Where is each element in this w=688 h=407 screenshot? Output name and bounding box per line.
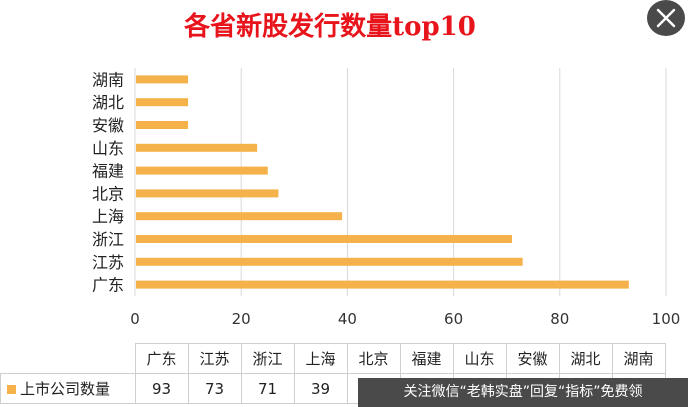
bar-上海 bbox=[136, 212, 343, 221]
bar-湖北 bbox=[136, 98, 189, 107]
x-tick-label: 80 bbox=[550, 310, 569, 328]
category-label: 湖南 bbox=[92, 70, 124, 89]
bar-湖南 bbox=[136, 75, 189, 84]
table-category-cell: 江苏 bbox=[187, 343, 242, 374]
table-header-row: 广东 江苏 浙江 上海 北京 福建 山东 安徽 湖北 湖南 bbox=[1, 343, 666, 374]
bar-广东 bbox=[136, 280, 629, 289]
bars bbox=[136, 75, 629, 289]
x-tick-label: 0 bbox=[130, 310, 140, 328]
series-name: 上市公司数量 bbox=[20, 380, 111, 398]
close-icon bbox=[656, 8, 676, 28]
table-category-cell: 广东 bbox=[134, 343, 189, 374]
table-category-cell: 湖南 bbox=[611, 343, 666, 374]
table-corner bbox=[1, 344, 136, 374]
table-category-cell: 福建 bbox=[399, 343, 454, 374]
watermark-banner: 关注微信“老韩实盘”回复“指标”免费领 bbox=[358, 378, 688, 407]
x-tick-label: 40 bbox=[338, 310, 357, 328]
table-category-cell: 浙江 bbox=[240, 343, 295, 374]
bar-山东 bbox=[136, 143, 258, 152]
x-tick-label: 20 bbox=[232, 310, 251, 328]
table-category-cell: 安徽 bbox=[505, 343, 560, 374]
category-label: 上海 bbox=[92, 207, 124, 226]
table-category-cell: 山东 bbox=[452, 343, 507, 374]
category-label: 北京 bbox=[92, 184, 124, 203]
x-tick-labels: 0 20 40 60 80 100 bbox=[130, 310, 680, 328]
table-value-cell: 73 bbox=[187, 373, 242, 404]
bar-浙江 bbox=[136, 235, 513, 243]
x-tick-label: 100 bbox=[652, 310, 681, 328]
category-label: 江苏 bbox=[92, 253, 124, 272]
series-legend-cell: 上市公司数量 bbox=[0, 373, 136, 404]
category-label: 安徽 bbox=[92, 116, 124, 135]
category-labels: 广东 江苏 浙江 上海 北京 福建 山东 安徽 湖北 湖南 bbox=[92, 70, 124, 294]
category-label: 湖北 bbox=[92, 93, 124, 112]
close-button[interactable] bbox=[647, 0, 685, 36]
table-category-cell: 湖北 bbox=[558, 343, 613, 374]
x-tick-label: 60 bbox=[444, 310, 463, 328]
chart-title: 各省新股发行数量top10 bbox=[184, 12, 476, 42]
category-label: 浙江 bbox=[92, 230, 124, 249]
table-value-cell: 71 bbox=[240, 373, 295, 404]
bar-安徽 bbox=[136, 121, 189, 129]
category-label: 广东 bbox=[92, 276, 124, 295]
bar-福建 bbox=[136, 166, 268, 175]
table-value-cell: 93 bbox=[134, 373, 189, 404]
table-value-cell: 39 bbox=[293, 373, 348, 404]
category-label: 山东 bbox=[92, 139, 124, 158]
bar-江苏 bbox=[136, 257, 523, 266]
table-category-cell: 上海 bbox=[293, 343, 348, 374]
legend-swatch bbox=[7, 385, 16, 394]
bar-北京 bbox=[136, 189, 279, 198]
table-category-cell: 北京 bbox=[346, 343, 401, 374]
category-label: 福建 bbox=[92, 162, 124, 181]
bar-chart: 广东 江苏 浙江 上海 北京 福建 山东 安徽 湖北 湖南 0 20 40 60 80 100 bbox=[92, 68, 680, 328]
